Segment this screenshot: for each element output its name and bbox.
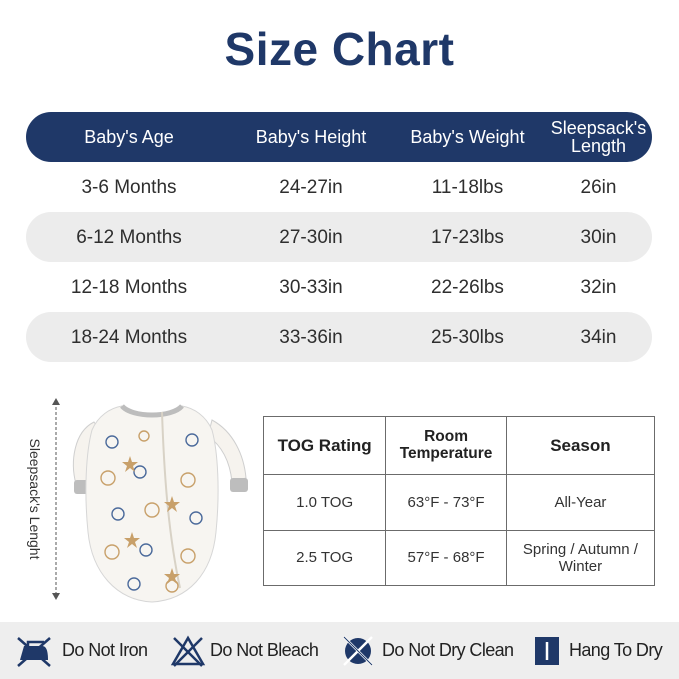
cell-age: 6-12 Months bbox=[76, 226, 182, 248]
header-room-temperature: Room Temperature bbox=[385, 415, 507, 476]
no-bleach-icon bbox=[170, 634, 206, 667]
page-title: Size Chart bbox=[224, 23, 455, 75]
care-label: Do Not Iron bbox=[62, 640, 148, 660]
table-row: 18-24 Months 33-36in 25-30lbs 34in bbox=[26, 312, 652, 362]
cell-height: 30-33in bbox=[279, 276, 343, 298]
hang-dry-icon bbox=[535, 636, 559, 665]
cell-length: 34in bbox=[580, 326, 617, 348]
cell-season-line1: Spring / Autumn / bbox=[522, 540, 638, 558]
cell-tog: 1.0 TOG bbox=[262, 474, 387, 531]
cell-weight: 22-26lbs bbox=[431, 276, 504, 298]
care-label: Do Not Bleach bbox=[210, 640, 319, 660]
cell-age: 3-6 Months bbox=[81, 176, 177, 198]
sleepsack-image bbox=[52, 398, 248, 603]
size-chart-header: Baby's Age Baby's Height Baby's Weight S… bbox=[26, 112, 652, 162]
cell-tog: 2.5 TOG bbox=[262, 529, 387, 587]
care-instructions-bar: Do Not Iron Do Not Bleach Do Not Dry Cle… bbox=[0, 622, 679, 679]
header-room: Room bbox=[424, 428, 469, 446]
table-row: 3-6 Months 24-27in 11-18lbs 26in bbox=[26, 162, 652, 212]
cell-weight: 17-23lbs bbox=[431, 226, 504, 248]
cell-age: 12-18 Months bbox=[70, 276, 188, 298]
no-dry-clean-icon bbox=[343, 635, 373, 666]
cell-weight: 25-30lbs bbox=[431, 326, 504, 348]
care-item-hang-dry: Hang To Dry bbox=[534, 622, 663, 679]
header-length-line1: Sleepsack's bbox=[550, 118, 647, 138]
table-row: 12-18 Months 30-33in 22-26lbs 32in bbox=[26, 262, 652, 312]
cell-weight: 11-18lbs bbox=[431, 176, 504, 198]
sleepsack-length-text: Sleepsack's Lenght bbox=[27, 438, 43, 560]
cell-season-line2: Winter bbox=[558, 557, 603, 575]
cell-age: 18-24 Months bbox=[70, 326, 188, 348]
header-weight: Baby's Weight bbox=[410, 127, 525, 147]
header-length-line2: Length bbox=[570, 136, 627, 156]
cell-season: All-Year bbox=[505, 474, 656, 531]
header-age: Baby's Age bbox=[84, 127, 174, 147]
header-length: Sleepsack's Length bbox=[545, 119, 652, 155]
header-temperature: Temperature bbox=[399, 444, 493, 462]
cell-season: Spring / Autumn / Winter bbox=[505, 529, 656, 587]
care-label: Hang To Dry bbox=[569, 640, 663, 660]
care-item-no-iron: Do Not Iron bbox=[14, 622, 148, 679]
cell-length: 30in bbox=[580, 226, 617, 248]
no-iron-icon bbox=[17, 636, 51, 667]
sleepsack-length-label: Sleepsack's Lenght bbox=[26, 439, 43, 560]
cell-length: 32in bbox=[580, 276, 617, 298]
cell-temp: 57°F - 68°F bbox=[385, 529, 507, 587]
table-row: 6-12 Months 27-30in 17-23lbs 30in bbox=[26, 212, 652, 262]
care-item-no-dry-clean: Do Not Dry Clean bbox=[340, 622, 514, 679]
care-item-no-bleach: Do Not Bleach bbox=[170, 622, 319, 679]
cell-height: 33-36in bbox=[279, 326, 343, 348]
cell-length: 26in bbox=[580, 176, 617, 198]
size-chart-table: Baby's Age Baby's Height Baby's Weight S… bbox=[26, 112, 652, 362]
cell-temp: 63°F - 73°F bbox=[385, 474, 507, 531]
header-season: Season bbox=[505, 415, 656, 476]
sleepsack-illustration: Sleepsack's Lenght bbox=[12, 392, 252, 607]
header-height: Baby's Height bbox=[255, 127, 367, 147]
header-tog-rating: TOG Rating bbox=[262, 415, 387, 476]
care-label: Do Not Dry Clean bbox=[382, 640, 514, 660]
cell-height: 27-30in bbox=[279, 226, 343, 248]
cell-height: 24-27in bbox=[279, 176, 343, 198]
tog-rating-table: TOG Rating Room Temperature Season 1.0 T… bbox=[262, 415, 656, 587]
